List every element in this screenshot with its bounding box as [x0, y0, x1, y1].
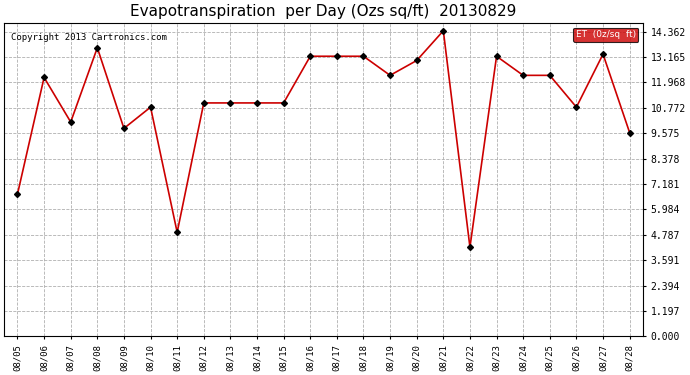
Title: Evapotranspiration  per Day (Ozs sq/ft)  20130829: Evapotranspiration per Day (Ozs sq/ft) 2…	[130, 4, 517, 19]
Legend: ET  (0z/sq  ft): ET (0z/sq ft)	[573, 28, 638, 42]
Text: Copyright 2013 Cartronics.com: Copyright 2013 Cartronics.com	[10, 33, 166, 42]
